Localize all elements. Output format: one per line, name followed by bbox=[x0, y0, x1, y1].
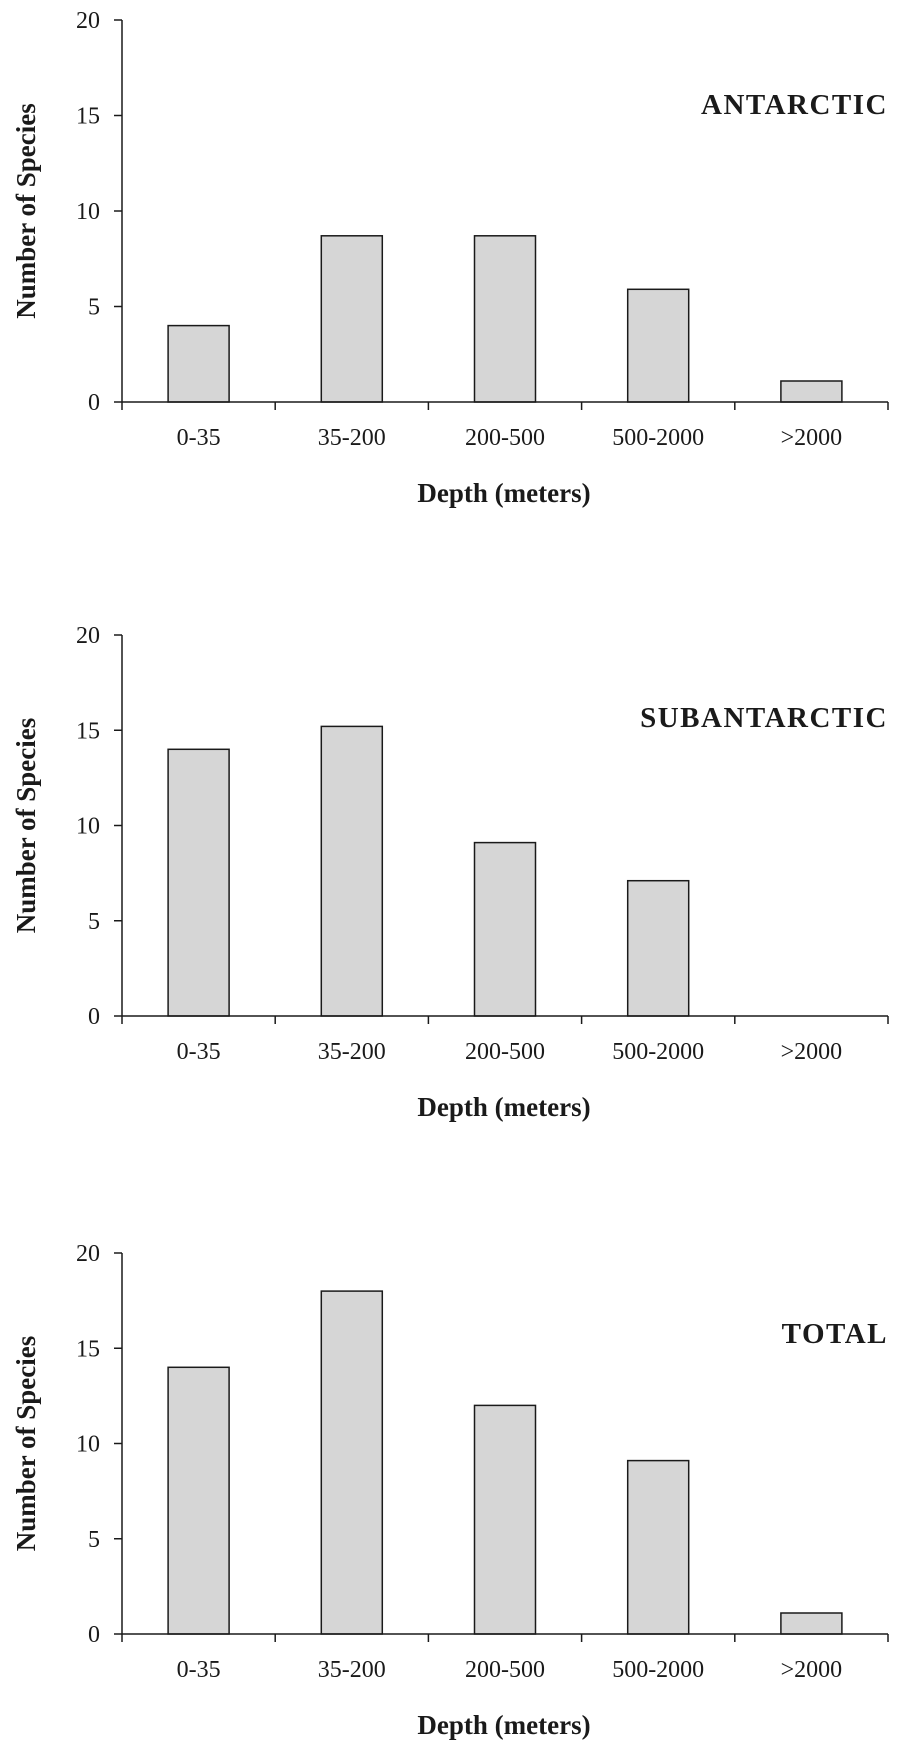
panel-title: TOTAL bbox=[782, 1318, 888, 1350]
bar-1-1 bbox=[167, 324, 230, 403]
y-tick-label: 20 bbox=[76, 623, 100, 649]
x-tick-label: 500-2000 bbox=[612, 1039, 704, 1065]
y-tick-label: 0 bbox=[88, 1622, 100, 1648]
bar-3-5 bbox=[780, 1612, 843, 1635]
bar-3-4 bbox=[626, 1459, 690, 1635]
x-tick-label: 200-500 bbox=[465, 1657, 545, 1683]
x-tick-label: 500-2000 bbox=[612, 1657, 704, 1683]
y-tick-label: 20 bbox=[76, 8, 100, 34]
x-tick-label: 35-200 bbox=[318, 1039, 386, 1065]
x-tick-label: 0-35 bbox=[177, 1657, 221, 1683]
bar-3-1 bbox=[167, 1366, 230, 1635]
x-tick-label: 200-500 bbox=[465, 425, 545, 451]
bar-1-4 bbox=[626, 288, 690, 403]
bar-1-2 bbox=[320, 235, 384, 403]
panel-title: SUBANTARCTIC bbox=[640, 702, 888, 734]
bar-3-2 bbox=[320, 1290, 384, 1635]
bar-1-5 bbox=[780, 380, 843, 403]
bar-2-3 bbox=[473, 841, 537, 1017]
x-tick-label: 35-200 bbox=[318, 1657, 386, 1683]
y-axis-title: Number of Species bbox=[11, 103, 41, 319]
y-tick-label: 5 bbox=[88, 295, 100, 321]
x-tick-label: 500-2000 bbox=[612, 425, 704, 451]
y-tick-label: 15 bbox=[76, 718, 100, 744]
y-tick-label: 10 bbox=[76, 1432, 100, 1458]
y-tick-label: 10 bbox=[76, 814, 100, 840]
x-axis-title: Depth (meters) bbox=[417, 1710, 590, 1740]
y-tick-label: 10 bbox=[76, 199, 100, 225]
x-tick-label: >2000 bbox=[781, 1657, 843, 1683]
x-tick-label: >2000 bbox=[781, 425, 843, 451]
x-axis-title: Depth (meters) bbox=[417, 478, 590, 508]
bar-1-3 bbox=[473, 235, 537, 403]
x-tick-label: 200-500 bbox=[465, 1039, 545, 1065]
bar-3-3 bbox=[473, 1404, 537, 1635]
x-axis-title: Depth (meters) bbox=[417, 1092, 590, 1122]
x-tick-label: 35-200 bbox=[318, 425, 386, 451]
y-tick-label: 15 bbox=[76, 1336, 100, 1362]
y-tick-label: 20 bbox=[76, 1241, 100, 1267]
x-tick-label: 0-35 bbox=[177, 425, 221, 451]
y-tick-label: 5 bbox=[88, 1527, 100, 1553]
y-axis-title: Number of Species bbox=[11, 1336, 41, 1552]
y-axis-title: Number of Species bbox=[11, 718, 41, 934]
y-tick-label: 0 bbox=[88, 1004, 100, 1030]
bar-2-2 bbox=[320, 725, 384, 1017]
y-tick-label: 0 bbox=[88, 390, 100, 416]
bar-2-4 bbox=[626, 879, 690, 1017]
y-tick-label: 5 bbox=[88, 909, 100, 935]
x-tick-label: >2000 bbox=[781, 1039, 843, 1065]
panel-title: ANTARCTIC bbox=[701, 89, 888, 121]
bar-2-1 bbox=[167, 748, 230, 1017]
y-tick-label: 15 bbox=[76, 104, 100, 130]
chart-panel-1: 0 5 10 15 20 0-35 35-200 200-500 500-2000 >2000 De… bbox=[11, 8, 889, 508]
chart-panel-2: 0 5 10 15 20 0-35 35-200 200-500 500-2000 >2000 De… bbox=[11, 623, 889, 1122]
chart-panel-3: 0 5 10 15 20 0-35 35-200 200-500 500-2000 >2000 De… bbox=[11, 1241, 889, 1740]
x-tick-label: 0-35 bbox=[177, 1039, 221, 1065]
